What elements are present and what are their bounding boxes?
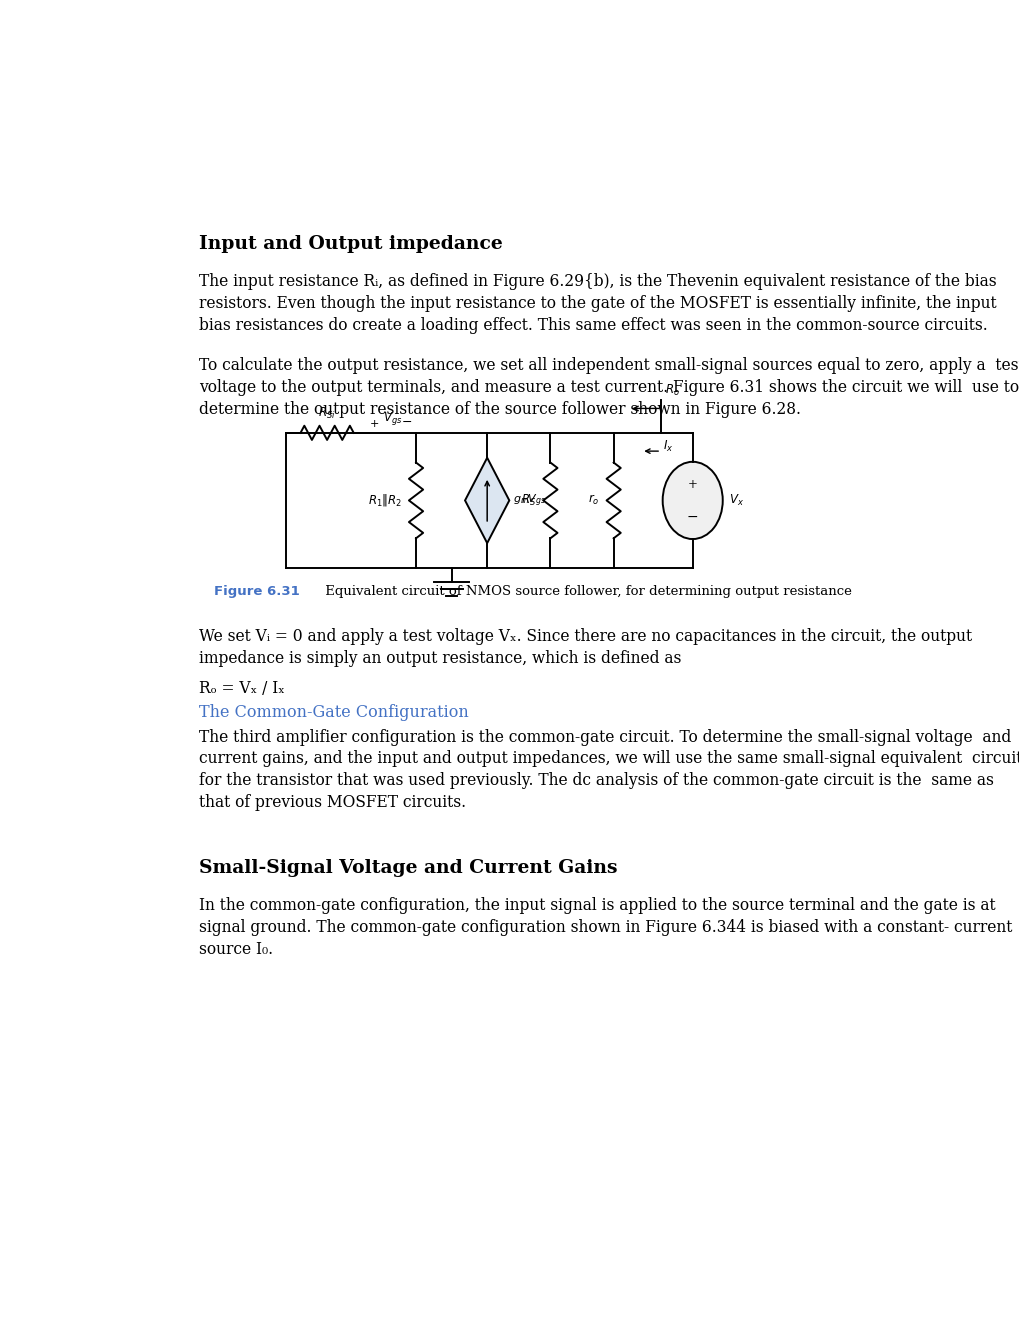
- Text: Equivalent circuit of NMOS source follower, for determining output resistance: Equivalent circuit of NMOS source follow…: [321, 585, 851, 598]
- Text: The input resistance Rᵢ, as defined in Figure 6.29{b), is the Thevenin equivalen: The input resistance Rᵢ, as defined in F…: [199, 273, 996, 290]
- Text: $g_m V_{gs}$: $g_m V_{gs}$: [513, 492, 546, 508]
- Text: In the common-gate configuration, the input signal is applied to the source term: In the common-gate configuration, the in…: [199, 898, 995, 915]
- Text: $V_{gs}$: $V_{gs}$: [382, 409, 401, 426]
- Text: $R_{Si}$: $R_{Si}$: [318, 405, 335, 421]
- Text: +: +: [687, 478, 697, 491]
- Circle shape: [662, 462, 722, 539]
- Text: resistors. Even though the input resistance to the gate of the MOSFET is essenti: resistors. Even though the input resista…: [199, 296, 996, 312]
- Text: $R_o$: $R_o$: [664, 383, 680, 399]
- Text: Figure 6.31: Figure 6.31: [214, 585, 300, 598]
- Text: Rₒ = Vₓ / Iₓ: Rₒ = Vₓ / Iₓ: [199, 680, 284, 697]
- Text: +: +: [370, 418, 379, 429]
- Text: voltage to the output terminals, and measure a test current. Figure 6.31 shows t: voltage to the output terminals, and mea…: [199, 379, 1018, 396]
- Text: current gains, and the input and output impedances, we will use the same small-s: current gains, and the input and output …: [199, 751, 1019, 767]
- Text: The third amplifier configuration is the common-gate circuit. To determine the s: The third amplifier configuration is the…: [199, 729, 1010, 746]
- Text: −: −: [400, 416, 412, 429]
- Text: $R_S$: $R_S$: [521, 492, 536, 508]
- Text: Input and Output impedance: Input and Output impedance: [199, 235, 502, 252]
- Text: To calculate the output resistance, we set all independent small-signal sources : To calculate the output resistance, we s…: [199, 358, 1019, 374]
- Text: We set Vᵢ = 0 and apply a test voltage Vₓ. Since there are no capacitances in th: We set Vᵢ = 0 and apply a test voltage V…: [199, 628, 971, 645]
- Text: $r_o$: $r_o$: [587, 494, 599, 507]
- Polygon shape: [465, 458, 508, 543]
- Text: −: −: [686, 510, 698, 524]
- Text: $V_x$: $V_x$: [729, 492, 743, 508]
- Text: for the transistor that was used previously. The dc analysis of the common-gate : for the transistor that was used previou…: [199, 772, 993, 789]
- Text: $R_1\Vert R_2$: $R_1\Vert R_2$: [367, 492, 401, 508]
- Text: impedance is simply an output resistance, which is defined as: impedance is simply an output resistance…: [199, 649, 681, 667]
- Text: Small-Signal Voltage and Current Gains: Small-Signal Voltage and Current Gains: [199, 859, 616, 876]
- Text: $I_x$: $I_x$: [662, 438, 673, 454]
- Text: bias resistances do create a loading effect. This same effect was seen in the co: bias resistances do create a loading eff…: [199, 317, 986, 334]
- Text: source I₀.: source I₀.: [199, 941, 272, 958]
- Text: determine the output resistance of the source follower shown in Figure 6.28.: determine the output resistance of the s…: [199, 401, 800, 418]
- Text: signal ground. The common-gate configuration shown in Figure 6.344 is biased wit: signal ground. The common-gate configura…: [199, 919, 1011, 936]
- Text: The Common-Gate Configuration: The Common-Gate Configuration: [199, 704, 468, 721]
- Text: that of previous MOSFET circuits.: that of previous MOSFET circuits.: [199, 795, 466, 812]
